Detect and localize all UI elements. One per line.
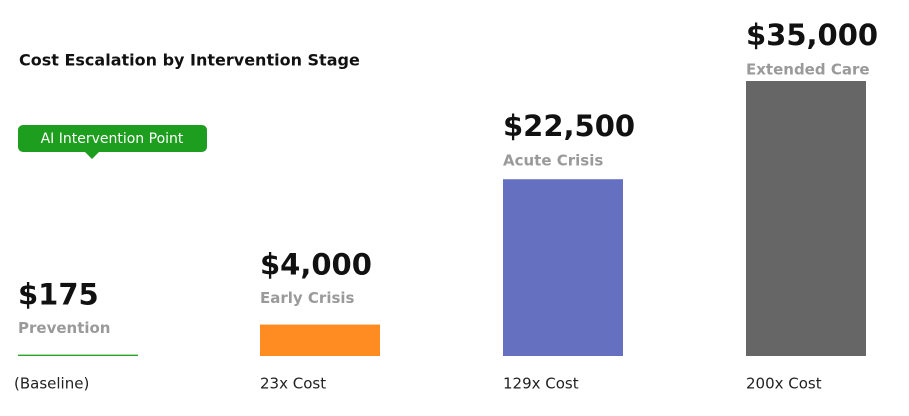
bar — [18, 354, 138, 356]
chart-title: Cost Escalation by Intervention Stage — [19, 51, 360, 70]
value-label: $35,000 — [746, 18, 878, 52]
category-label: Extended Care — [746, 61, 870, 79]
value-label: $175 — [18, 278, 99, 312]
note-label: (Baseline) — [14, 375, 89, 393]
annotation-box — [18, 125, 207, 152]
note-label: 129x Cost — [503, 375, 579, 393]
bar — [260, 324, 380, 356]
category-label: Prevention — [18, 319, 111, 337]
annotation-pointer — [84, 151, 100, 159]
bar — [503, 179, 623, 356]
value-label: $22,500 — [503, 109, 635, 143]
category-label: Acute Crisis — [503, 152, 603, 170]
note-label: 200x Cost — [746, 375, 822, 393]
value-label: $4,000 — [260, 248, 372, 282]
annotation-text: AI Intervention Point — [41, 131, 184, 147]
note-label: 23x Cost — [260, 375, 326, 393]
category-label: Early Crisis — [260, 289, 355, 307]
bar — [746, 81, 866, 356]
